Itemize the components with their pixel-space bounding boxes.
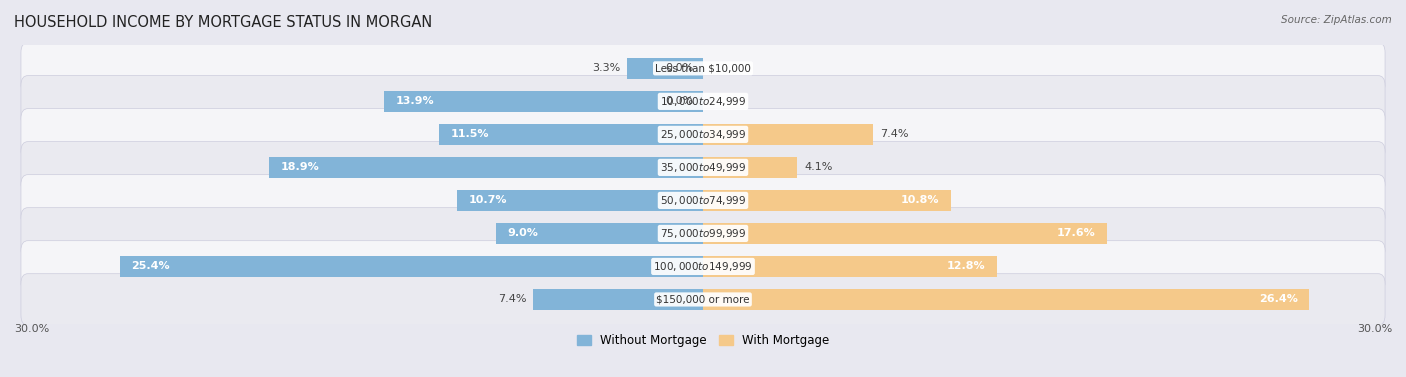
Bar — [120, 256, 703, 277]
Text: 12.8%: 12.8% — [946, 261, 986, 271]
Text: 18.9%: 18.9% — [280, 162, 319, 172]
Text: 7.4%: 7.4% — [880, 129, 908, 139]
Text: 26.4%: 26.4% — [1258, 294, 1298, 305]
Bar — [703, 190, 950, 211]
Text: $75,000 to $99,999: $75,000 to $99,999 — [659, 227, 747, 240]
Bar — [627, 58, 703, 78]
Bar — [703, 289, 1309, 310]
FancyBboxPatch shape — [21, 109, 1385, 160]
Text: $25,000 to $34,999: $25,000 to $34,999 — [659, 128, 747, 141]
Text: 7.4%: 7.4% — [498, 294, 526, 305]
FancyBboxPatch shape — [21, 274, 1385, 325]
FancyBboxPatch shape — [21, 142, 1385, 193]
Text: 10.7%: 10.7% — [468, 195, 508, 205]
Text: 4.1%: 4.1% — [804, 162, 832, 172]
Text: 11.5%: 11.5% — [450, 129, 489, 139]
Bar — [496, 223, 703, 244]
Text: 10.8%: 10.8% — [901, 195, 939, 205]
Bar — [384, 91, 703, 112]
Text: 0.0%: 0.0% — [665, 97, 693, 106]
Text: 13.9%: 13.9% — [395, 97, 434, 106]
Text: 9.0%: 9.0% — [508, 228, 538, 238]
Text: 25.4%: 25.4% — [131, 261, 170, 271]
FancyBboxPatch shape — [21, 241, 1385, 292]
Text: Source: ZipAtlas.com: Source: ZipAtlas.com — [1281, 15, 1392, 25]
Text: $10,000 to $24,999: $10,000 to $24,999 — [659, 95, 747, 108]
Bar — [703, 124, 873, 145]
FancyBboxPatch shape — [21, 43, 1385, 94]
Bar — [457, 190, 703, 211]
FancyBboxPatch shape — [21, 175, 1385, 226]
Text: 30.0%: 30.0% — [1357, 323, 1392, 334]
Bar — [269, 157, 703, 178]
Text: HOUSEHOLD INCOME BY MORTGAGE STATUS IN MORGAN: HOUSEHOLD INCOME BY MORTGAGE STATUS IN M… — [14, 15, 432, 30]
Text: $100,000 to $149,999: $100,000 to $149,999 — [654, 260, 752, 273]
Bar — [439, 124, 703, 145]
Text: 3.3%: 3.3% — [592, 63, 620, 74]
FancyBboxPatch shape — [21, 208, 1385, 259]
Text: $50,000 to $74,999: $50,000 to $74,999 — [659, 194, 747, 207]
FancyBboxPatch shape — [21, 76, 1385, 127]
Bar — [703, 256, 997, 277]
Bar — [703, 157, 797, 178]
Text: $150,000 or more: $150,000 or more — [657, 294, 749, 305]
Bar — [703, 223, 1107, 244]
Legend: Without Mortgage, With Mortgage: Without Mortgage, With Mortgage — [572, 329, 834, 352]
Text: Less than $10,000: Less than $10,000 — [655, 63, 751, 74]
Text: 30.0%: 30.0% — [14, 323, 49, 334]
Text: $35,000 to $49,999: $35,000 to $49,999 — [659, 161, 747, 174]
Text: 0.0%: 0.0% — [665, 63, 693, 74]
Text: 17.6%: 17.6% — [1057, 228, 1095, 238]
Bar — [533, 289, 703, 310]
